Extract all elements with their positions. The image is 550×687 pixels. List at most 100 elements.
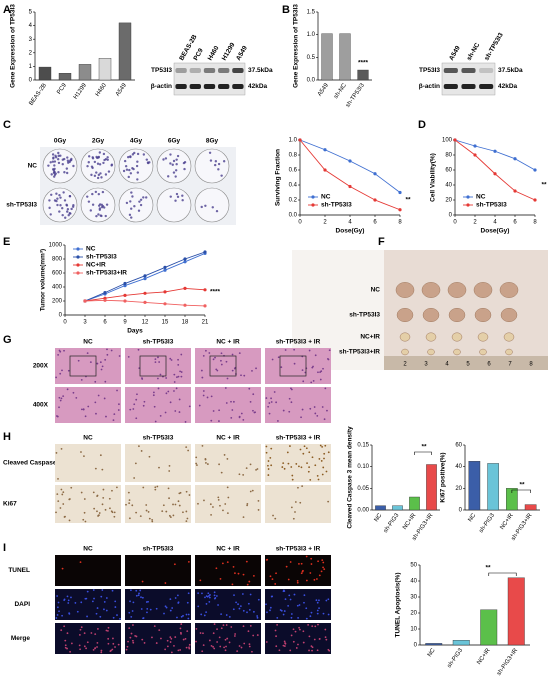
cell (310, 611, 313, 614)
cell (212, 645, 214, 648)
cell (220, 613, 223, 616)
x-tick-label: 0 (63, 320, 67, 326)
group-label: sh-TP53I3+IR (339, 349, 380, 356)
cell (237, 572, 240, 575)
bar (375, 505, 386, 511)
legend-marker (466, 195, 470, 199)
cell (324, 387, 327, 390)
cell (246, 504, 249, 507)
cell (63, 349, 65, 352)
colony (213, 163, 217, 167)
cell (85, 597, 88, 600)
cell (199, 579, 202, 582)
cell (314, 412, 317, 415)
colony (63, 171, 66, 174)
significance-label: ** (519, 482, 525, 489)
tumor (425, 332, 437, 342)
cell (275, 645, 278, 648)
cell (322, 561, 325, 564)
cell (327, 598, 330, 601)
group-label: sh-TP53I3 (6, 202, 37, 209)
cell (128, 517, 131, 520)
y-axis-label: TUNEL Apoptosis(%) (395, 573, 402, 638)
cell (114, 606, 117, 608)
cell (166, 639, 169, 642)
colony (208, 151, 212, 154)
colony (105, 203, 109, 206)
cell (69, 650, 72, 653)
blot-band (203, 84, 216, 89)
cell (256, 468, 259, 470)
cell (230, 400, 232, 403)
cell (159, 414, 162, 417)
cell (210, 644, 213, 647)
tumor (422, 307, 440, 323)
colony (67, 214, 70, 217)
cell (167, 390, 170, 393)
cell (218, 420, 220, 422)
cell (204, 596, 206, 599)
cell (295, 647, 298, 649)
legend-marker (311, 195, 315, 199)
legend-marker (311, 203, 315, 207)
size-label: 37.5kDa (498, 67, 523, 74)
cell (296, 604, 299, 607)
cell (64, 639, 67, 642)
y-tick-label: 10 (410, 627, 417, 633)
y-tick-label: 50 (410, 563, 417, 569)
cell (273, 391, 276, 393)
colony (96, 162, 100, 165)
bar (524, 504, 537, 511)
cell (305, 617, 308, 620)
cell (230, 416, 233, 419)
cell (165, 377, 168, 379)
cell (57, 477, 59, 480)
cell (67, 599, 70, 602)
colony (56, 203, 59, 207)
cell (218, 463, 220, 466)
cell (276, 623, 279, 626)
cell (86, 641, 89, 644)
x-tick-label: 6 (103, 320, 107, 326)
cell (298, 562, 300, 565)
cell (275, 401, 278, 404)
cell (234, 572, 236, 575)
cell (305, 555, 308, 558)
cell (105, 629, 108, 632)
cell (179, 370, 182, 373)
cell (127, 355, 130, 358)
dose-label: 6Gy (168, 138, 181, 145)
series-line (454, 139, 536, 201)
colony (106, 158, 109, 162)
lane-label: A549 (448, 45, 462, 62)
cell (57, 601, 60, 604)
cell (173, 390, 175, 392)
cell (325, 638, 328, 641)
x-tick-label: NC+IR (499, 512, 515, 531)
micrograph (55, 387, 121, 423)
cell (312, 380, 315, 382)
colony (175, 158, 178, 161)
group-label: NC (83, 546, 93, 553)
cell (318, 458, 321, 460)
cell (240, 646, 243, 649)
colony (51, 153, 55, 156)
cell (316, 601, 319, 604)
cell (166, 645, 169, 648)
cell (179, 491, 182, 494)
lane-label: sh-NC (466, 42, 482, 62)
cell (297, 617, 299, 619)
cell (152, 394, 155, 397)
bar (426, 464, 437, 511)
colony (87, 155, 91, 158)
row-label: TUNEL (8, 567, 30, 574)
cell (96, 510, 98, 513)
cell (309, 478, 312, 481)
cell (141, 378, 144, 380)
cell (215, 567, 218, 570)
colony (169, 195, 172, 198)
colony (209, 159, 213, 162)
cell (243, 374, 246, 377)
cell (232, 566, 235, 568)
cell (242, 474, 245, 476)
